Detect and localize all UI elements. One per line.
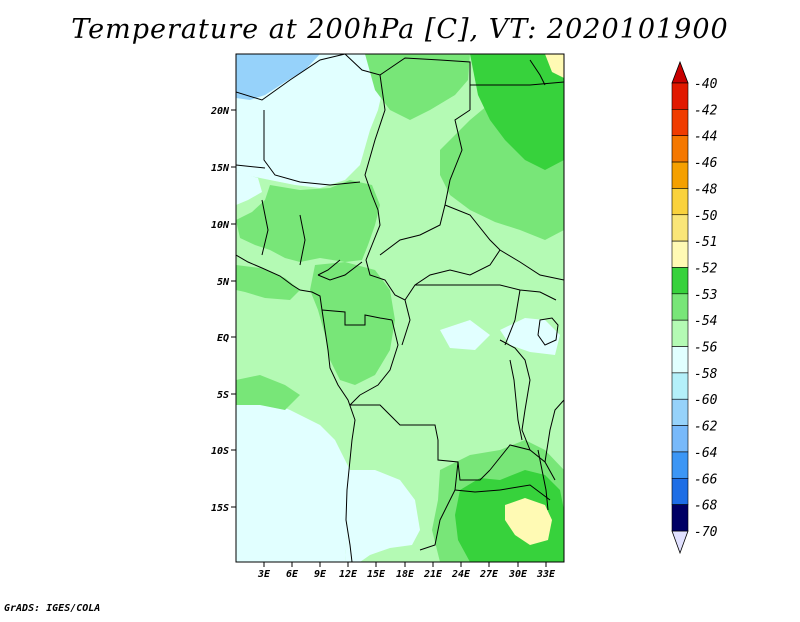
lat-tick-label: 20N [210,106,230,117]
shading-area-northwest-cold [236,54,320,100]
map-frame [235,53,565,563]
colorbar-label: -64 [694,446,717,461]
colorbar-swatch [671,188,689,216]
lon-tick-label: 30E [508,569,528,580]
coastline-west [236,254,356,562]
shading-area-gabon [310,262,395,385]
shading-area-southwest-cold [236,398,350,562]
colorbar-swatch [671,240,689,268]
colorbar-label: -68 [694,499,718,514]
shading-area-angola-cold [345,470,420,562]
lat-tick-label: EQ [217,333,229,344]
colorbar-label: -46 [694,156,718,171]
lat-tick-label: 5N [217,277,230,288]
colorbar-label: -52 [694,261,718,276]
colorbar-swatch [671,398,689,426]
colorbar-swatch [671,425,689,453]
colorbar-swatch [671,82,689,110]
lat-tick-label: 15N [211,163,230,174]
colorbar: -40 -42 -44 -46 -48 -50 -51 -52 -53 -54 -56 -58 -60 -… [671,60,718,555]
map-title: Temperature at 200hPa [C], VT: 202010190… [71,14,729,45]
shading-area-center-cold [440,320,490,350]
colorbar-label: -66 [694,472,718,487]
colorbar-swatch [671,161,689,189]
colorbar-label: -56 [694,341,718,356]
colorbar-bottom-arrow [671,530,689,555]
colorbar-swatch [671,135,689,163]
colorbar-swatch [671,504,689,532]
shading-area-coastal [236,265,300,300]
colorbar-swatch [671,214,689,242]
country-borders [236,54,564,562]
lat-tick-label: 5S [217,390,229,401]
lat-tick-label: 10N [211,220,230,231]
shading-area-ne-dark [470,54,564,170]
colorbar-label: -40 [694,77,718,92]
colorbar-label: -48 [694,182,718,197]
latitude-axis: 20N 15N 10N 5N EQ 5S 10S 15S [210,106,236,514]
shading-area-east-cold [500,318,560,355]
longitude-axis: 3E 6E 9E 12E 15E 18E 21E 24E 27E 30E 33E [257,562,556,580]
temperature-shading [236,54,564,562]
colorbar-label: -42 [694,103,718,118]
colorbar-label: -50 [694,209,718,224]
lon-tick-label: 3E [257,569,271,580]
colorbar-swatch [671,372,689,400]
colorbar-label: -58 [694,367,718,382]
colorbar-label: -62 [694,420,718,435]
colorbar-swatch [671,293,689,321]
lon-tick-label: 12E [339,569,358,580]
colorbar-swatch [671,477,689,505]
colorbar-label: -54 [694,314,717,329]
lon-tick-label: 9E [314,569,327,580]
shading-area-warm-ne [545,54,564,78]
lon-tick-label: 21E [423,569,443,580]
colorbar-top-arrow [671,60,689,84]
colorbar-swatch [671,346,689,374]
lon-tick-label: 15E [367,569,386,580]
colorbar-label: -44 [694,130,717,145]
shading-area-sahel [236,180,380,262]
colorbar-label: -70 [694,525,718,540]
shading-area-west-south [236,375,300,410]
shading-area-north-band [365,54,470,120]
colorbar-label: -60 [694,393,718,408]
colorbar-swatch [671,267,689,295]
colorbar-swatch [671,109,689,137]
colorbar-swatch [671,451,689,479]
lon-tick-label: 6E [286,569,299,580]
lon-tick-label: 18E [396,569,415,580]
colorbar-swatch [671,319,689,347]
lon-tick-label: 33E [536,569,556,580]
lat-tick-label: 10S [211,446,229,457]
lat-tick-label: 15S [211,503,229,514]
colorbar-label: -53 [694,288,717,303]
shading-area-warm-se [505,498,552,545]
shading-area-north-cold-2 [236,172,262,205]
lon-tick-label: 24E [451,569,471,580]
credit-text: GrADS: IGES/COLA [4,603,101,614]
lon-tick-label: 27E [479,569,499,580]
colorbar-label: -51 [694,235,717,250]
